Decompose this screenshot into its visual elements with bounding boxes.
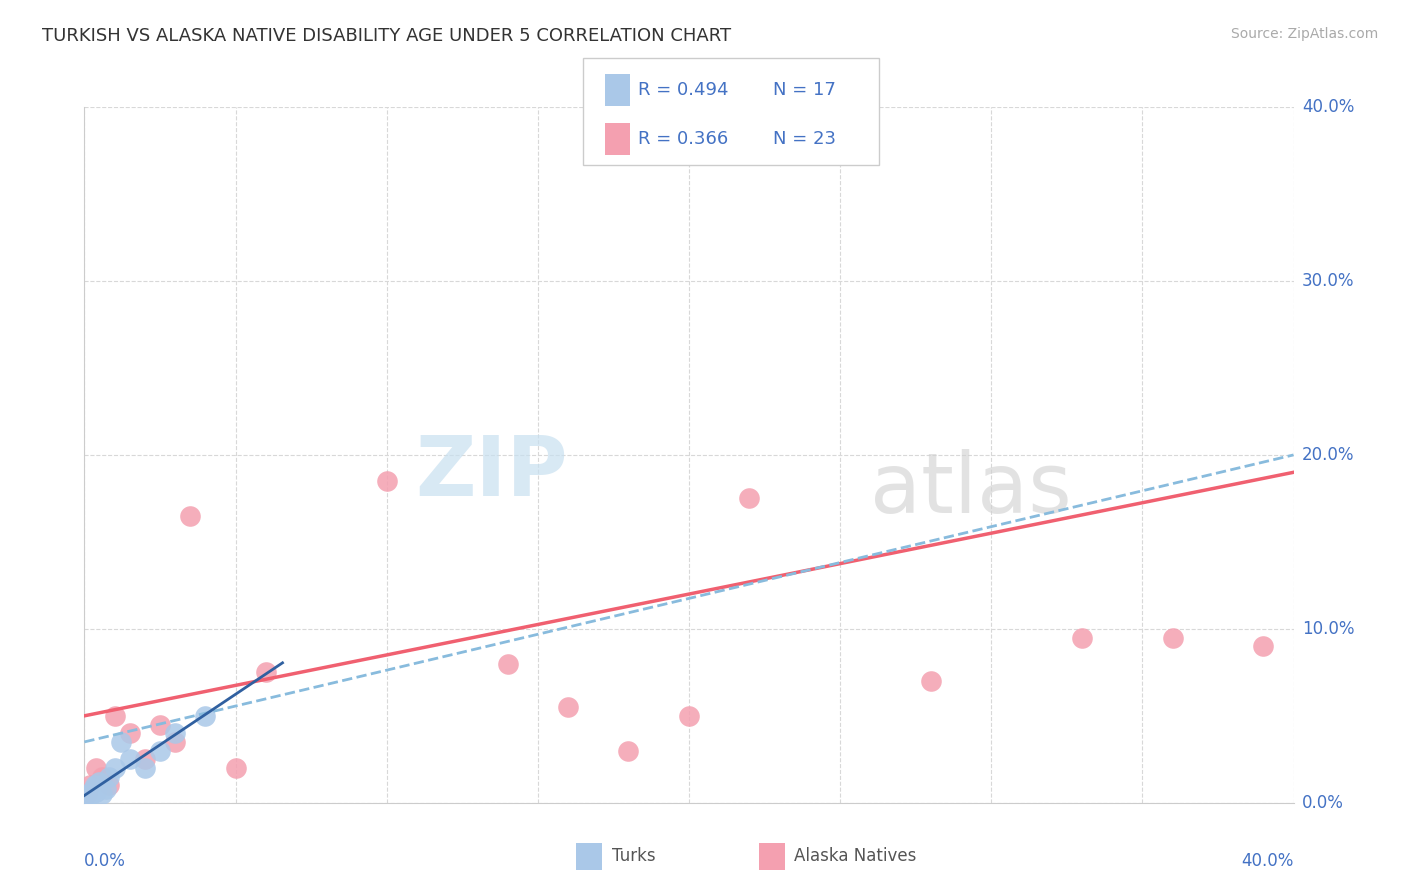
Point: [920, 674, 942, 689]
Point: [79, 778, 101, 792]
Point: [375, 474, 398, 488]
Point: [1071, 631, 1094, 645]
Text: Turks: Turks: [612, 847, 655, 865]
Point: [91, 770, 114, 784]
Point: [194, 708, 217, 723]
Text: N = 17: N = 17: [773, 81, 837, 99]
Text: 20.0%: 20.0%: [1302, 446, 1354, 464]
Point: [89, 775, 111, 789]
Point: [91, 787, 114, 801]
Point: [104, 708, 127, 723]
Point: [617, 744, 640, 758]
Point: [254, 665, 277, 680]
Point: [165, 735, 187, 749]
Point: [97, 770, 120, 784]
Point: [134, 761, 156, 775]
Point: [557, 700, 579, 714]
Point: [84, 778, 107, 792]
Point: [79, 789, 101, 803]
Point: [76, 790, 98, 805]
Point: [77, 787, 100, 801]
Text: 10.0%: 10.0%: [1302, 620, 1354, 638]
Text: Source: ZipAtlas.com: Source: ZipAtlas.com: [1230, 27, 1378, 41]
Text: 0.0%: 0.0%: [84, 852, 127, 870]
Point: [86, 761, 108, 775]
Text: Alaska Natives: Alaska Natives: [794, 847, 917, 865]
Text: 30.0%: 30.0%: [1302, 272, 1354, 290]
Text: ZIP: ZIP: [416, 432, 568, 513]
Point: [179, 508, 201, 523]
Text: atlas: atlas: [870, 450, 1071, 530]
Point: [738, 491, 761, 506]
Point: [118, 752, 141, 766]
Point: [97, 778, 120, 792]
Point: [76, 787, 98, 801]
Point: [82, 781, 104, 796]
Point: [678, 708, 700, 723]
Text: R = 0.366: R = 0.366: [638, 130, 728, 148]
Point: [118, 726, 141, 740]
Point: [104, 761, 127, 775]
Text: 0.0%: 0.0%: [1302, 794, 1344, 812]
Text: N = 23: N = 23: [773, 130, 837, 148]
Text: 40.0%: 40.0%: [1302, 98, 1354, 116]
Point: [149, 717, 172, 731]
Point: [94, 781, 117, 796]
Point: [1251, 639, 1274, 653]
Point: [149, 744, 172, 758]
Text: 40.0%: 40.0%: [1241, 852, 1294, 870]
Point: [1161, 631, 1184, 645]
Point: [225, 761, 247, 775]
Point: [134, 752, 156, 766]
Point: [165, 726, 187, 740]
Text: R = 0.494: R = 0.494: [638, 81, 728, 99]
Point: [110, 735, 132, 749]
Text: TURKISH VS ALASKA NATIVE DISABILITY AGE UNDER 5 CORRELATION CHART: TURKISH VS ALASKA NATIVE DISABILITY AGE …: [42, 27, 731, 45]
Point: [496, 657, 519, 671]
Point: [86, 785, 108, 799]
